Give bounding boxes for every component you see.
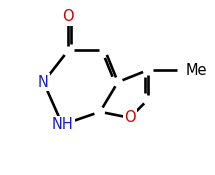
Text: O: O bbox=[124, 110, 136, 125]
Text: NH: NH bbox=[51, 117, 73, 132]
Text: Me: Me bbox=[185, 63, 207, 78]
Text: N: N bbox=[38, 75, 49, 90]
Text: O: O bbox=[63, 9, 74, 24]
Text: O: O bbox=[124, 110, 136, 125]
Text: N: N bbox=[38, 75, 49, 90]
Text: O: O bbox=[63, 9, 74, 24]
Text: NH: NH bbox=[51, 117, 73, 132]
